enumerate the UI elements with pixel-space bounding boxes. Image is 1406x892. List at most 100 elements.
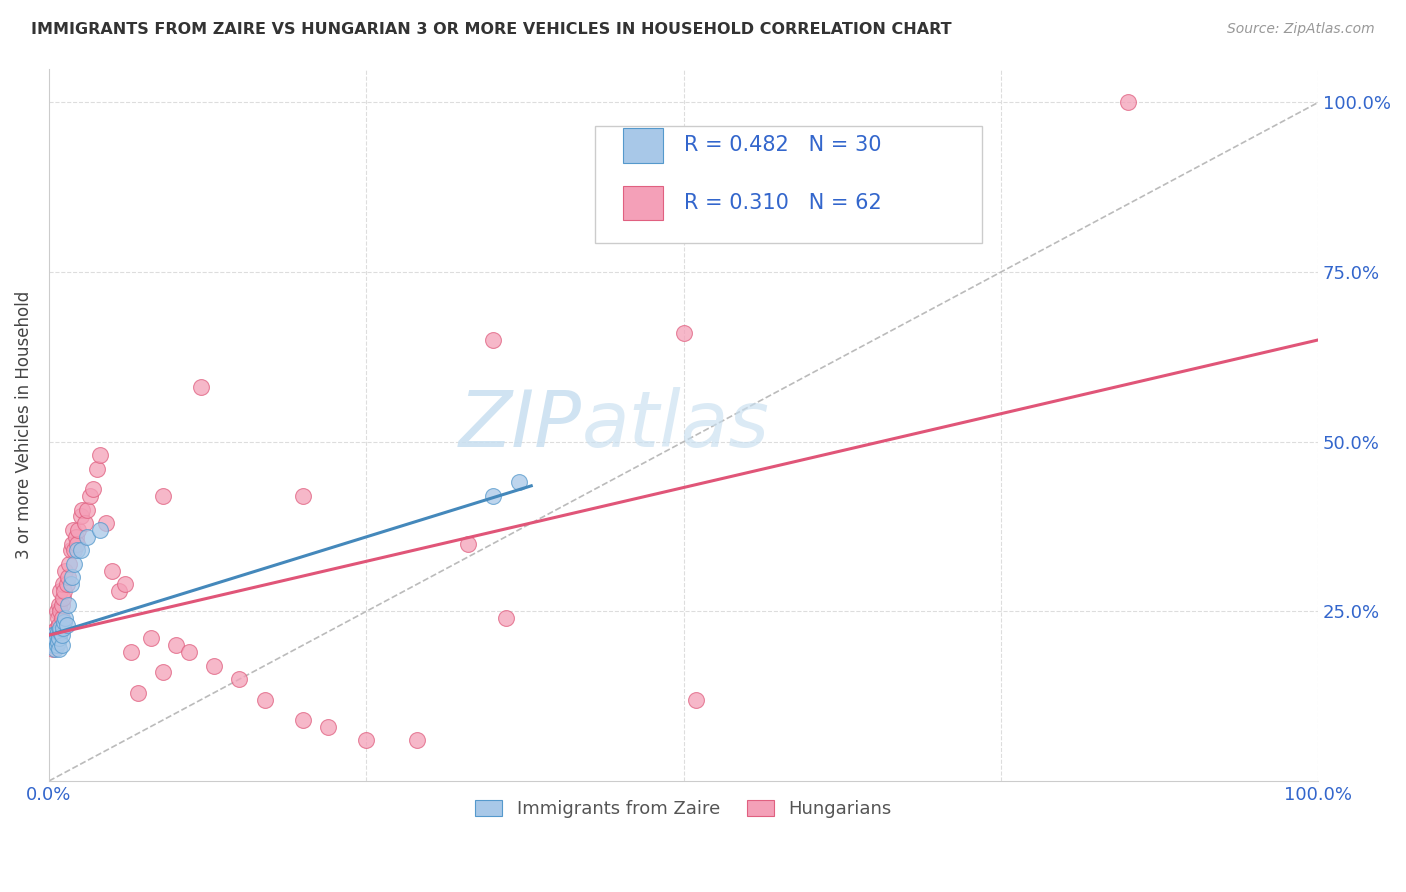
Point (44, 641, 66, 656)
Point (42, 638, 65, 652)
Point (457, 536, 479, 550)
Point (139, 632, 162, 646)
Point (76, 502, 98, 516)
Point (45, 638, 67, 652)
Point (48, 641, 70, 656)
Point (53, 584, 76, 599)
Point (69, 543, 91, 558)
Point (89, 448, 111, 462)
Point (42, 635, 65, 649)
Legend: Immigrants from Zaire, Hungarians: Immigrants from Zaire, Hungarians (468, 793, 898, 825)
Point (482, 489, 505, 503)
Point (45, 628, 67, 642)
Point (228, 672, 250, 686)
Point (42, 641, 65, 656)
Point (49, 584, 72, 599)
Point (66, 543, 89, 558)
Point (76, 530, 98, 544)
Point (56, 570, 79, 584)
Point (127, 686, 149, 700)
Point (152, 489, 174, 503)
Point (51, 628, 73, 642)
Point (177, 645, 200, 659)
Text: R = 0.482   N = 30: R = 0.482 N = 30 (683, 136, 882, 155)
Point (66, 536, 89, 550)
Point (114, 577, 136, 591)
Point (152, 665, 174, 680)
Point (59, 543, 82, 558)
Point (94, 516, 117, 530)
Text: IMMIGRANTS FROM ZAIRE VS HUNGARIAN 3 OR MORE VEHICLES IN HOUSEHOLD CORRELATION C: IMMIGRANTS FROM ZAIRE VS HUNGARIAN 3 OR … (31, 22, 952, 37)
Point (107, 584, 129, 599)
Point (51, 611, 73, 625)
Point (63, 557, 86, 571)
Point (42, 628, 65, 642)
Point (165, 638, 187, 652)
Point (51, 638, 73, 652)
Point (406, 733, 429, 747)
Bar (623, 186, 664, 220)
Point (89, 523, 111, 537)
Point (73, 516, 96, 530)
Point (67, 523, 90, 537)
Point (51, 598, 73, 612)
Point (685, 692, 707, 706)
Point (42, 628, 65, 642)
Point (79, 489, 101, 503)
Point (48, 598, 70, 612)
Text: Source: ZipAtlas.com: Source: ZipAtlas.com (1227, 22, 1375, 37)
Point (316, 720, 339, 734)
Point (672, 326, 695, 340)
Point (52, 591, 75, 605)
Point (356, 733, 378, 747)
Point (55, 564, 77, 578)
Point (63, 543, 86, 558)
Point (45, 604, 67, 618)
Point (1116, 95, 1139, 110)
Text: atlas: atlas (582, 387, 770, 463)
Point (70, 502, 93, 516)
Point (65, 530, 87, 544)
Point (62, 523, 84, 537)
Point (46, 611, 69, 625)
Point (49, 624, 72, 639)
Point (82, 482, 104, 496)
Point (53, 615, 76, 629)
Point (55, 577, 77, 591)
Point (44, 632, 66, 646)
Point (52, 621, 75, 635)
Point (55, 611, 77, 625)
Point (202, 658, 225, 673)
Point (60, 570, 83, 584)
Point (48, 632, 70, 646)
Point (44, 638, 66, 652)
Point (41, 624, 63, 639)
Point (48, 618, 70, 632)
Point (49, 621, 72, 635)
Point (508, 475, 530, 490)
FancyBboxPatch shape (595, 126, 981, 244)
Point (58, 557, 80, 571)
Point (291, 489, 314, 503)
Point (86, 462, 108, 476)
Point (121, 645, 143, 659)
Point (46, 635, 69, 649)
Y-axis label: 3 or more Vehicles in Household: 3 or more Vehicles in Household (15, 291, 32, 559)
Point (495, 611, 517, 625)
Point (59, 577, 82, 591)
Text: R = 0.310   N = 62: R = 0.310 N = 62 (683, 194, 882, 213)
Point (55, 618, 77, 632)
Point (291, 713, 314, 727)
Point (69, 509, 91, 524)
Point (253, 692, 276, 706)
Point (41, 628, 63, 642)
Point (52, 577, 75, 591)
Point (60, 536, 83, 550)
Bar (623, 128, 664, 162)
Point (190, 380, 212, 394)
Point (56, 598, 79, 612)
Point (101, 564, 124, 578)
Point (45, 621, 67, 635)
Point (482, 333, 505, 347)
Point (49, 604, 72, 618)
